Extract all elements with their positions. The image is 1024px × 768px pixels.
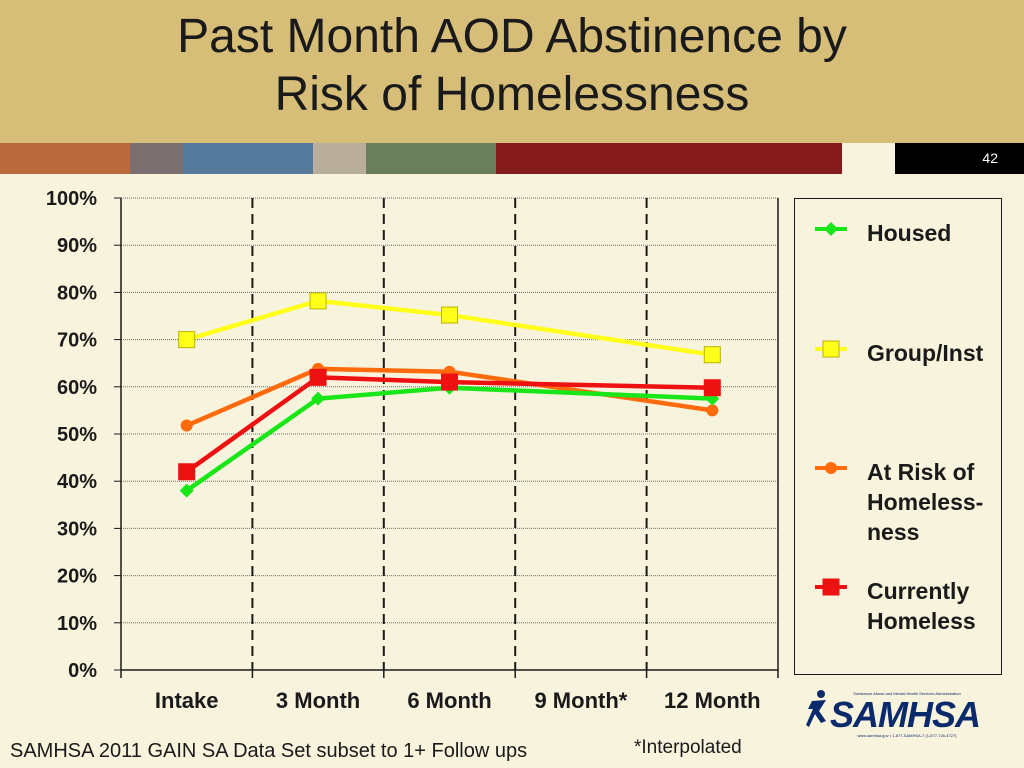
- color-stripe-7: [842, 143, 895, 174]
- data-point: [179, 483, 194, 498]
- legend-label-at-risk: At Risk of Homeless-ness: [867, 457, 1017, 547]
- legend-label-currently-homeless: Currently Homeless: [867, 576, 1017, 636]
- y-tick-label: 60%: [57, 377, 97, 399]
- logo-contact: www.samhsa.gov • 1-877-SAMHSA-7 (1-877-7…: [857, 733, 957, 738]
- legend-label-line: Homeless-: [867, 489, 984, 515]
- legend-label-line: Currently: [867, 578, 970, 604]
- legend-marker-currently-homeless: [815, 578, 847, 596]
- legend-label-group-inst: Group/Inst: [867, 338, 1017, 368]
- legend-marker-housed: [815, 222, 847, 236]
- series-line: [186, 298, 713, 357]
- logo-wordmark: SAMHSA: [830, 694, 981, 735]
- x-tick-label: Intake: [155, 688, 219, 713]
- legend-label-line: At Risk of: [867, 459, 975, 485]
- y-tick-label: 0%: [68, 660, 97, 682]
- data-point: [703, 346, 721, 364]
- legend-marker-shape: [825, 462, 837, 474]
- data-point: [311, 391, 326, 406]
- legend-marker-shape: [824, 222, 838, 236]
- y-tick-label: 50%: [57, 424, 97, 446]
- legend-marker-at-risk: [815, 462, 847, 474]
- data-source-note: SAMHSA 2011 GAIN SA Data Set subset to 1…: [10, 740, 528, 762]
- series-line: [185, 375, 713, 474]
- chart-legend: Housed Group/Inst At Risk of Homeless-nes…: [794, 198, 1002, 675]
- legend-label-line: Housed: [867, 220, 952, 246]
- running-figure-icon: [806, 690, 826, 727]
- legend-label-line: Homeless: [867, 608, 976, 634]
- slide-number: 42: [895, 143, 1024, 174]
- data-point: [441, 373, 458, 391]
- legend-label-line: Group/Inst: [867, 340, 984, 366]
- data-point: [309, 368, 327, 386]
- color-stripe-6: [496, 143, 842, 174]
- x-tick-label: 12 Month: [664, 688, 761, 713]
- x-tick-label: 3 Month: [276, 688, 360, 713]
- color-stripe-3: [183, 143, 313, 174]
- color-stripe-2: [130, 143, 183, 174]
- logo-tagline: Substance Abuse and Mental Health Servic…: [853, 691, 961, 696]
- interpolated-note: *Interpolated: [634, 737, 742, 758]
- data-point: [441, 306, 458, 324]
- color-stripe-5: [366, 143, 496, 174]
- y-tick-label: 40%: [57, 471, 97, 493]
- legend-marker-shape: [822, 578, 840, 596]
- legend-marker-group-inst: [815, 340, 847, 358]
- y-tick-label: 30%: [57, 518, 97, 540]
- y-tick-label: 20%: [57, 566, 97, 588]
- slide-title: Past Month AOD Abstinence by Risk of Hom…: [0, 8, 1024, 124]
- y-tick-label: 100%: [46, 188, 97, 210]
- y-tick-label: 80%: [57, 282, 97, 304]
- data-point: [178, 463, 196, 481]
- data-point: [706, 404, 719, 417]
- title-line-1: Past Month AOD Abstinence by: [177, 10, 847, 63]
- color-stripe-4: [313, 143, 366, 174]
- x-tick-label: 9 Month*: [534, 688, 627, 713]
- y-tick-label: 70%: [57, 330, 97, 352]
- series-line: [185, 385, 713, 493]
- data-point: [178, 331, 196, 349]
- data-point: [180, 419, 193, 432]
- title-line-2: Risk of Homelessness: [274, 68, 750, 121]
- x-tick-label: 6 Month: [407, 688, 491, 713]
- y-tick-label: 10%: [57, 613, 97, 635]
- y-tick-label: 90%: [57, 235, 97, 257]
- title-banner: [0, 0, 1024, 143]
- samhsa-logo: Substance Abuse and Mental Health Servic…: [806, 686, 981, 744]
- color-stripe-1: [0, 143, 130, 174]
- legend-label-line: ness: [867, 519, 920, 545]
- data-point: [309, 292, 327, 310]
- data-point: [703, 379, 721, 397]
- legend-label-housed: Housed: [867, 218, 1017, 248]
- legend-marker-shape: [822, 340, 840, 358]
